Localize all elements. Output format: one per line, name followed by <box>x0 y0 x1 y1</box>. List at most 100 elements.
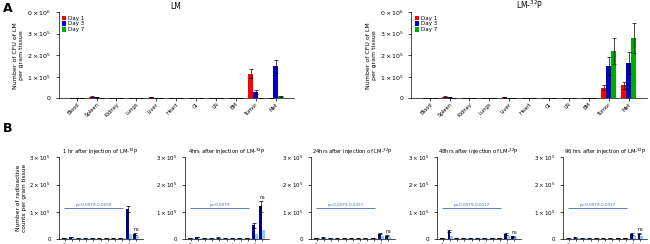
Bar <box>364 238 367 239</box>
Bar <box>374 238 376 239</box>
Bar <box>278 96 283 98</box>
Text: p=0.0079-0.0317: p=0.0079-0.0317 <box>580 203 616 207</box>
Bar <box>381 236 384 239</box>
Bar <box>631 38 636 98</box>
Bar <box>329 238 332 239</box>
Bar <box>371 238 374 239</box>
Legend: Day 1, Day 3, Day 7: Day 1, Day 3, Day 7 <box>61 15 84 33</box>
Bar <box>574 237 577 239</box>
Bar <box>196 237 198 239</box>
Bar <box>94 97 99 98</box>
Bar <box>203 238 205 239</box>
Bar <box>86 238 89 239</box>
Bar <box>640 236 643 239</box>
Bar <box>227 238 229 239</box>
Bar <box>580 238 584 239</box>
Bar <box>611 51 616 98</box>
Bar <box>119 238 122 239</box>
Bar <box>262 230 265 239</box>
Bar <box>486 238 489 239</box>
Bar <box>188 238 191 239</box>
Bar <box>79 238 82 239</box>
Bar <box>216 238 220 239</box>
Text: p=0.0079-0.0317: p=0.0079-0.0317 <box>454 203 489 207</box>
Text: p=0.0079: p=0.0079 <box>209 203 229 207</box>
Bar <box>378 234 381 239</box>
Bar <box>112 238 114 239</box>
Bar <box>623 238 626 239</box>
Bar <box>191 238 194 239</box>
Title: 1 hr after injection of LM-$^{32}$P: 1 hr after injection of LM-$^{32}$P <box>62 147 138 157</box>
Bar <box>455 238 458 239</box>
Bar <box>224 238 227 239</box>
Title: LM-$^{32}$P: LM-$^{32}$P <box>515 0 543 11</box>
Bar <box>597 238 601 239</box>
Bar <box>248 238 250 239</box>
Bar <box>602 238 604 239</box>
Bar <box>84 238 86 239</box>
Bar <box>450 236 453 239</box>
Bar <box>472 238 474 239</box>
Bar <box>490 238 493 239</box>
Bar <box>77 238 79 239</box>
Bar <box>442 97 447 98</box>
Bar <box>638 234 640 239</box>
Text: ns: ns <box>259 195 265 200</box>
Bar <box>626 238 629 239</box>
Bar <box>70 237 72 239</box>
Bar <box>108 238 111 239</box>
Bar <box>512 236 514 239</box>
Bar <box>584 238 586 239</box>
Text: p=0.0079-0.0159: p=0.0079-0.0159 <box>75 203 112 207</box>
Bar <box>336 238 339 239</box>
Bar <box>630 234 633 239</box>
Bar <box>91 238 94 239</box>
Bar <box>126 209 129 239</box>
Bar <box>198 238 201 239</box>
Y-axis label: Number of radioactive
counts per gram tissue: Number of radioactive counts per gram ti… <box>16 164 27 232</box>
Bar <box>346 238 348 239</box>
Bar <box>315 238 317 239</box>
Title: 4hrs after injection of LM-$^{32}$P: 4hrs after injection of LM-$^{32}$P <box>188 147 265 157</box>
Bar <box>133 234 136 239</box>
Bar <box>606 66 611 98</box>
Bar <box>357 238 359 239</box>
Bar <box>441 238 443 239</box>
Bar <box>213 238 215 239</box>
Bar <box>62 238 65 239</box>
Bar <box>595 238 597 239</box>
Bar <box>577 238 579 239</box>
Bar <box>343 238 346 239</box>
Bar <box>502 97 507 98</box>
Bar <box>601 88 606 98</box>
Bar <box>238 238 240 239</box>
Text: ns: ns <box>638 227 643 232</box>
Bar <box>98 238 101 239</box>
Bar <box>385 236 388 239</box>
Bar <box>569 238 572 239</box>
Bar <box>94 238 96 239</box>
Bar <box>483 238 486 239</box>
Bar <box>388 237 391 239</box>
Bar <box>205 238 208 239</box>
Bar <box>567 238 569 239</box>
Bar <box>317 238 320 239</box>
Bar <box>105 238 108 239</box>
Bar <box>245 238 248 239</box>
Bar <box>500 238 502 239</box>
Y-axis label: Number of CFU of LM
per gram tissue: Number of CFU of LM per gram tissue <box>366 22 377 89</box>
Bar <box>122 238 125 239</box>
Bar <box>458 238 460 239</box>
Bar <box>507 236 510 239</box>
Bar <box>478 238 482 239</box>
Bar <box>210 238 213 239</box>
Bar <box>616 238 619 239</box>
Bar <box>493 238 495 239</box>
Title: 48hrs after injection of LM-$^{32}$P: 48hrs after injection of LM-$^{32}$P <box>438 147 519 157</box>
Text: A: A <box>3 2 13 15</box>
Y-axis label: Number of CFU of LM
per gram tissue: Number of CFU of LM per gram tissue <box>13 22 24 89</box>
Text: B: B <box>3 122 13 135</box>
Bar <box>149 97 154 98</box>
Bar <box>350 238 352 239</box>
Bar <box>273 66 278 98</box>
